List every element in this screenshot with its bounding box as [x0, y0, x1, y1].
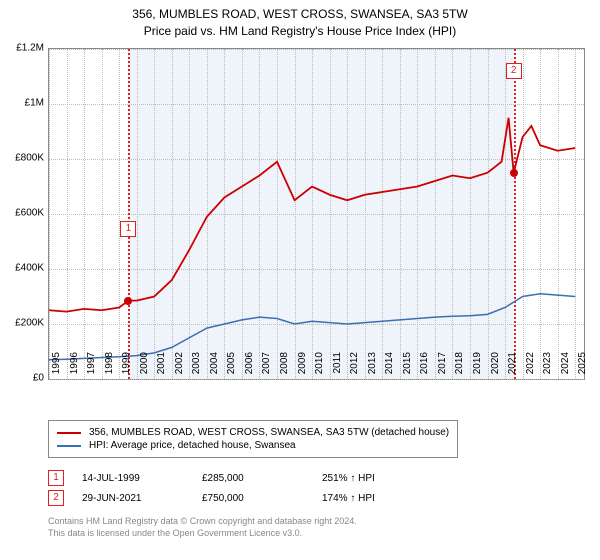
x-tick-label: 2015 — [402, 352, 413, 382]
chart-plot-area: 12 — [48, 48, 585, 380]
x-tick-label: 2008 — [279, 352, 290, 382]
transaction-row: 2 29-JUN-2021£750,000174% ↑ HPI — [48, 490, 442, 506]
x-tick-label: 2024 — [560, 352, 571, 382]
legend-swatch — [57, 432, 81, 434]
footer-line-1: Contains HM Land Registry data © Crown c… — [48, 516, 357, 528]
transaction-table: 1 14-JUL-1999£285,000251% ↑ HPI 2 29-JUN-20… — [48, 466, 442, 510]
x-tick-label: 2003 — [191, 352, 202, 382]
x-tick-label: 2018 — [454, 352, 465, 382]
x-tick-label: 2004 — [209, 352, 220, 382]
arrow-up-icon: ↑ — [350, 473, 355, 484]
x-tick-label: 2025 — [577, 352, 588, 382]
x-tick-label: 2002 — [174, 352, 185, 382]
chart-container: 356, MUMBLES ROAD, WEST CROSS, SWANSEA, … — [0, 0, 600, 560]
x-tick-label: 2009 — [297, 352, 308, 382]
y-tick-label: £1M — [4, 98, 44, 109]
chart-title: 356, MUMBLES ROAD, WEST CROSS, SWANSEA, … — [0, 0, 600, 40]
title-line-2: Price paid vs. HM Land Registry's House … — [0, 23, 600, 40]
legend-item: 356, MUMBLES ROAD, WEST CROSS, SWANSEA, … — [57, 427, 449, 438]
x-tick-label: 2012 — [349, 352, 360, 382]
y-tick-label: £1.2M — [4, 43, 44, 54]
x-tick-label: 2011 — [332, 352, 343, 382]
y-tick-label: £0 — [4, 373, 44, 384]
x-tick-label: 2016 — [419, 352, 430, 382]
footer-line-2: This data is licensed under the Open Gov… — [48, 528, 357, 540]
x-tick-label: 2021 — [507, 352, 518, 382]
line-series-layer — [49, 49, 584, 379]
legend-swatch — [57, 445, 81, 447]
x-tick-label: 1995 — [51, 352, 62, 382]
footer-attribution: Contains HM Land Registry data © Crown c… — [48, 516, 357, 539]
transaction-price: £285,000 — [202, 473, 322, 484]
x-tick-label: 2023 — [542, 352, 553, 382]
x-tick-label: 2010 — [314, 352, 325, 382]
x-tick-label: 2022 — [525, 352, 536, 382]
x-tick-label: 2019 — [472, 352, 483, 382]
marker-dot — [510, 169, 518, 177]
transaction-date: 14-JUL-1999 — [82, 473, 202, 484]
transaction-date: 29-JUN-2021 — [82, 493, 202, 504]
marker-dot — [124, 297, 132, 305]
transaction-change: 174% ↑ HPI — [322, 493, 442, 504]
arrow-up-icon: ↑ — [350, 493, 355, 504]
marker-badge: 1 — [120, 221, 136, 237]
legend: 356, MUMBLES ROAD, WEST CROSS, SWANSEA, … — [48, 420, 458, 458]
x-tick-label: 2001 — [156, 352, 167, 382]
transaction-price: £750,000 — [202, 493, 322, 504]
y-tick-label: £600K — [4, 208, 44, 219]
y-tick-label: £400K — [4, 263, 44, 274]
transaction-change: 251% ↑ HPI — [322, 473, 442, 484]
x-tick-label: 1999 — [121, 352, 132, 382]
x-tick-label: 2014 — [384, 352, 395, 382]
x-tick-label: 2000 — [139, 352, 150, 382]
transaction-id-badge: 1 — [48, 470, 64, 486]
x-tick-label: 1997 — [86, 352, 97, 382]
marker-badge: 2 — [506, 63, 522, 79]
legend-label: 356, MUMBLES ROAD, WEST CROSS, SWANSEA, … — [89, 427, 449, 438]
x-tick-label: 2006 — [244, 352, 255, 382]
x-tick-label: 2007 — [261, 352, 272, 382]
x-tick-label: 2005 — [226, 352, 237, 382]
series-property — [49, 118, 575, 312]
y-tick-label: £800K — [4, 153, 44, 164]
x-tick-label: 2013 — [367, 352, 378, 382]
title-line-1: 356, MUMBLES ROAD, WEST CROSS, SWANSEA, … — [0, 6, 600, 23]
x-tick-label: 2020 — [490, 352, 501, 382]
transaction-id-badge: 2 — [48, 490, 64, 506]
x-tick-label: 1996 — [69, 352, 80, 382]
x-tick-label: 1998 — [104, 352, 115, 382]
legend-item: HPI: Average price, detached house, Swan… — [57, 440, 449, 451]
x-tick-label: 2017 — [437, 352, 448, 382]
transaction-row: 1 14-JUL-1999£285,000251% ↑ HPI — [48, 470, 442, 486]
legend-label: HPI: Average price, detached house, Swan… — [89, 440, 296, 451]
y-tick-label: £200K — [4, 318, 44, 329]
